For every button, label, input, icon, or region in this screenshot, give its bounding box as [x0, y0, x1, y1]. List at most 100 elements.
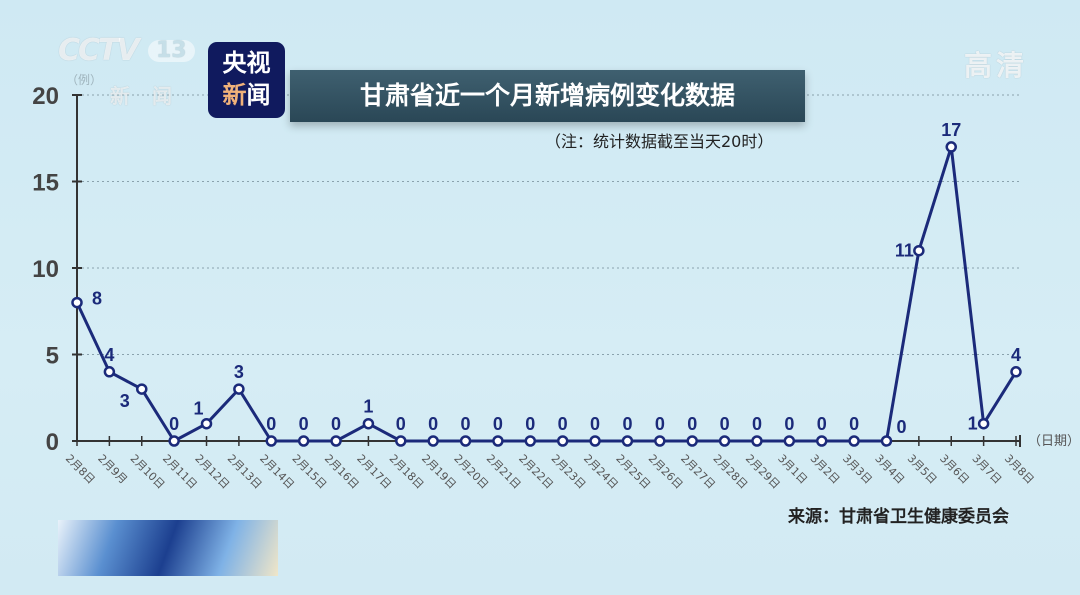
chart-title: 甘肃省近一个月新增病例变化数据: [290, 70, 805, 122]
y-tick-label: 0: [46, 429, 59, 456]
x-tick-label: 3月8日: [1002, 452, 1037, 487]
data-point: [945, 141, 957, 153]
x-tick-label: 2月24日: [581, 452, 621, 492]
x-tick-label: 2月11日: [160, 452, 200, 492]
data-label: 0: [720, 414, 730, 434]
data-label: 4: [104, 345, 114, 365]
x-tick-label: 2月21日: [484, 452, 524, 492]
data-point: [977, 417, 990, 430]
x-tick-label: 2月14日: [257, 452, 297, 492]
logo-char-wen: 闻: [246, 81, 271, 109]
data-point: [848, 435, 860, 447]
data-label: 0: [622, 414, 632, 434]
x-tick-label: 2月28日: [710, 452, 750, 492]
data-label: 0: [655, 414, 665, 434]
logo-line1: 央视: [222, 49, 271, 77]
data-point: [103, 366, 116, 378]
x-tick-label: 2月23日: [549, 452, 589, 492]
data-label: 0: [896, 417, 906, 437]
data-source: 来源：甘肃省卫生健康委员会: [788, 507, 1009, 527]
data-label: 1: [363, 397, 373, 417]
data-label: 0: [558, 414, 568, 434]
data-point: [913, 244, 925, 257]
data-point: [1010, 366, 1022, 378]
x-tick-label: 3月4日: [872, 452, 907, 487]
data-label: 0: [396, 414, 406, 434]
data-label: 3: [120, 391, 130, 411]
x-tick-label: 2月22日: [516, 452, 556, 492]
data-label: 0: [266, 414, 276, 434]
x-tick-label: 3月5日: [905, 452, 940, 487]
x-tick-label: 2月15日: [290, 452, 330, 492]
x-tick-label: 2月13日: [225, 452, 265, 492]
data-point: [330, 435, 342, 447]
data-label: 0: [331, 414, 341, 434]
data-point: [200, 417, 213, 430]
x-tick-label: 3月2日: [808, 452, 843, 487]
x-tick-label: 2月8日: [63, 452, 98, 487]
y-tick-label: 10: [32, 256, 59, 283]
data-label: 0: [590, 414, 600, 434]
data-point: [880, 435, 893, 447]
y-tick-label: 5: [46, 343, 59, 370]
data-point: [459, 435, 472, 447]
data-point: [71, 296, 83, 309]
x-tick-label: 2月17日: [354, 452, 394, 492]
series-line: [75, 145, 1018, 443]
cctv-watermark: CCTV: [58, 33, 140, 68]
y-tick-label: 20: [32, 83, 59, 110]
data-label: 4: [1011, 345, 1021, 365]
cctv-news-logo: 央视 新闻: [208, 42, 285, 118]
data-label: 0: [461, 414, 471, 434]
data-label: 0: [169, 414, 179, 434]
data-point: [815, 435, 828, 447]
data-label: 0: [525, 414, 535, 434]
y-axis-unit: （例）: [66, 73, 103, 87]
x-tick-label: 2月19日: [419, 452, 459, 492]
logo-char-xin: 新: [222, 81, 247, 109]
data-point: [589, 435, 601, 447]
chart-note: （注：统计数据截至当天20时）: [545, 132, 774, 151]
data-point: [686, 435, 698, 447]
hd-watermark: 高清: [963, 49, 1028, 82]
channel-sub-watermark: 新闻: [110, 84, 194, 108]
channel-number-watermark: 13: [148, 40, 195, 62]
data-label: 1: [968, 414, 978, 434]
data-point: [427, 435, 439, 447]
y-tick-label: 15: [32, 170, 59, 197]
x-tick-label: 2月18日: [387, 452, 427, 492]
data-label: 1: [194, 399, 204, 419]
x-tick-label: 2月26日: [646, 452, 686, 492]
data-point: [362, 417, 375, 430]
data-point: [492, 435, 504, 447]
x-tick-label: 2月25日: [613, 452, 653, 492]
data-point: [233, 383, 245, 395]
data-point: [297, 435, 310, 447]
data-label: 0: [428, 414, 438, 434]
data-point: [783, 435, 796, 447]
data-label: 0: [299, 414, 309, 434]
x-tick-label: 2月9月: [95, 452, 130, 487]
data-point: [556, 435, 569, 447]
x-tick-label: 3月3日: [840, 452, 875, 487]
data-point: [524, 435, 537, 447]
video-thumbnail: [58, 520, 278, 576]
data-point: [265, 435, 278, 447]
x-tick-label: 3月7日: [969, 452, 1004, 487]
data-point: [395, 435, 407, 447]
data-label: 0: [752, 414, 762, 434]
logo-line2: 新闻: [208, 79, 285, 111]
x-axis-unit: （日期）: [1028, 434, 1080, 449]
data-point: [654, 435, 666, 447]
data-point: [136, 383, 148, 395]
data-label: 8: [92, 289, 102, 309]
data-label: 0: [849, 414, 859, 434]
data-point: [621, 435, 634, 447]
data-label: 17: [941, 120, 961, 140]
x-tick-label: 2月12日: [192, 452, 232, 492]
data-point: [168, 435, 180, 447]
x-tick-label: 2月20日: [451, 452, 491, 492]
x-tick-label: 2月27日: [678, 452, 718, 492]
data-label: 0: [493, 414, 503, 434]
